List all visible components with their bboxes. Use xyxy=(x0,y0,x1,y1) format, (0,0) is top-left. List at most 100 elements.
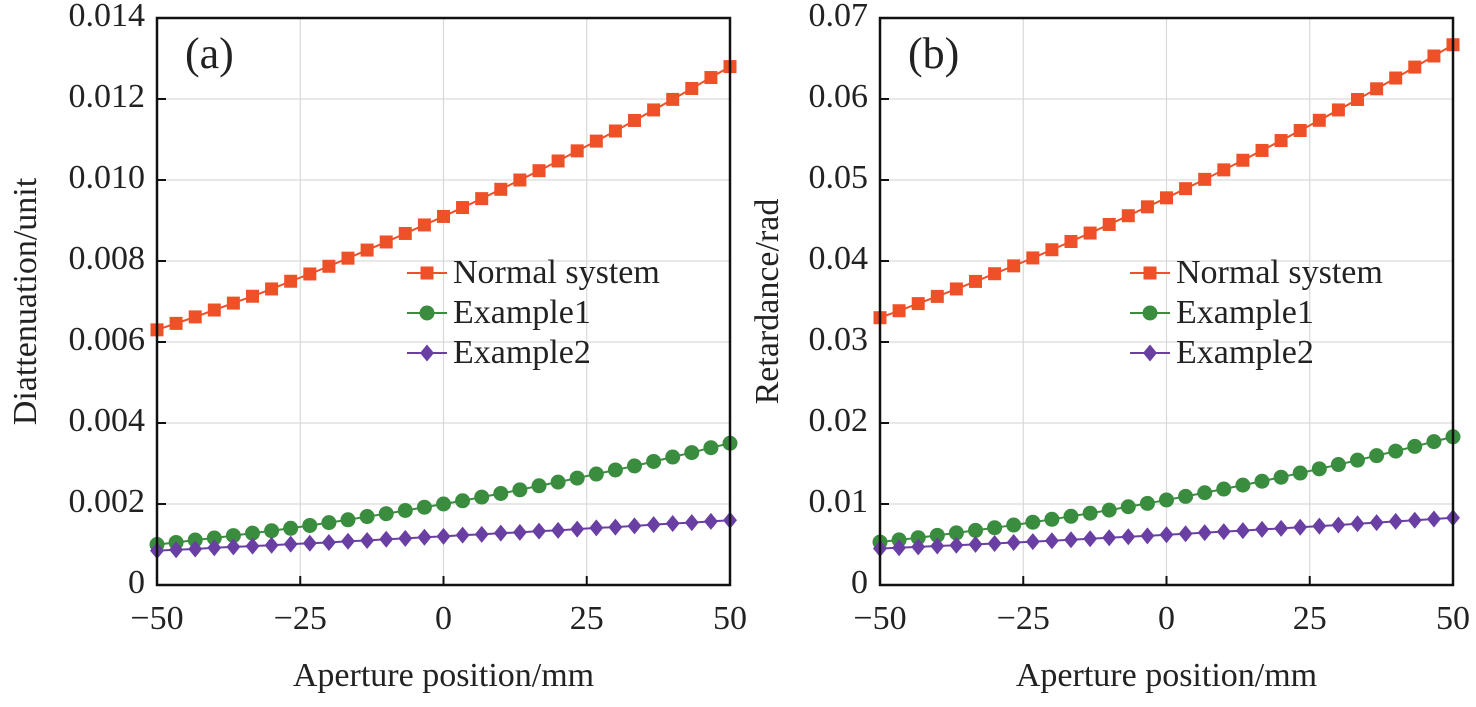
marker xyxy=(1142,305,1158,321)
marker xyxy=(419,305,435,321)
x-axis-label: Aperture position/mm xyxy=(293,657,594,694)
chart-panel: −50 −25 0 25 50 0 0.002 0.004 0.006 0.008 0.010 0.0… xyxy=(7,0,747,694)
x-tick-label: 25 xyxy=(570,600,604,637)
marker xyxy=(1254,473,1270,489)
marker xyxy=(1293,518,1308,536)
marker xyxy=(1178,525,1193,543)
marker xyxy=(1143,344,1157,362)
marker xyxy=(379,235,393,249)
marker xyxy=(1388,443,1404,459)
marker xyxy=(1198,172,1212,186)
marker xyxy=(455,493,471,509)
marker xyxy=(570,144,584,158)
marker xyxy=(322,259,336,273)
y-tick-label: 0.006 xyxy=(69,321,146,358)
y-tick-label: 0.05 xyxy=(809,159,869,196)
marker xyxy=(930,537,945,555)
marker xyxy=(1197,485,1213,501)
y-tick-label: 0.014 xyxy=(69,0,146,34)
marker xyxy=(1121,528,1136,546)
marker xyxy=(494,182,508,196)
panel-label: (a) xyxy=(185,29,234,78)
marker xyxy=(264,523,280,539)
y-tick-label: 0.04 xyxy=(809,240,869,277)
marker xyxy=(949,536,964,554)
marker xyxy=(1044,511,1060,527)
marker xyxy=(1235,477,1251,493)
panel-label: (b) xyxy=(908,29,959,78)
plot-frame xyxy=(155,16,732,587)
marker xyxy=(1159,526,1174,544)
marker xyxy=(1350,515,1365,533)
marker xyxy=(665,514,680,532)
marker xyxy=(911,297,925,311)
marker xyxy=(1236,153,1250,167)
legend-text: Normal system xyxy=(1176,254,1383,291)
marker xyxy=(1216,523,1231,541)
marker xyxy=(1101,502,1117,518)
marker xyxy=(340,512,356,528)
marker xyxy=(1235,522,1250,540)
marker xyxy=(1330,457,1346,473)
marker xyxy=(437,209,450,223)
x-tick-label: −25 xyxy=(274,600,327,637)
marker xyxy=(607,462,623,478)
marker xyxy=(1217,163,1231,177)
marker xyxy=(340,532,355,550)
marker xyxy=(1063,508,1079,524)
marker xyxy=(1427,49,1441,63)
marker xyxy=(911,538,926,556)
marker xyxy=(474,525,489,543)
marker xyxy=(1349,452,1365,468)
marker xyxy=(360,243,374,257)
marker xyxy=(1370,82,1384,96)
marker xyxy=(246,289,260,303)
legend-text: Normal system xyxy=(453,254,660,291)
marker xyxy=(1006,517,1022,533)
marker xyxy=(1140,527,1155,545)
marker xyxy=(1273,469,1289,485)
marker xyxy=(1160,191,1173,205)
legend-text: Example1 xyxy=(453,294,591,331)
marker xyxy=(416,499,432,515)
y-tick-label: 0 xyxy=(128,564,145,601)
marker xyxy=(341,251,355,265)
marker xyxy=(589,519,604,537)
marker xyxy=(608,518,623,536)
marker xyxy=(456,201,470,215)
marker xyxy=(588,466,604,482)
marker xyxy=(1083,530,1098,548)
marker xyxy=(475,192,489,206)
marker xyxy=(1255,143,1269,157)
marker xyxy=(684,514,699,532)
marker xyxy=(1121,209,1135,223)
marker xyxy=(949,282,963,296)
marker xyxy=(188,540,203,558)
marker xyxy=(187,532,203,548)
marker xyxy=(1255,520,1270,538)
x-tick-label: 50 xyxy=(713,600,747,637)
marker xyxy=(685,81,699,95)
x-tick-label: 0 xyxy=(1158,600,1175,637)
marker xyxy=(264,536,279,554)
y-tick-label: 0.002 xyxy=(69,483,146,520)
marker xyxy=(1025,533,1040,551)
marker xyxy=(225,528,241,544)
marker xyxy=(1216,481,1232,497)
marker xyxy=(646,516,661,534)
marker xyxy=(1143,266,1157,280)
marker xyxy=(1293,124,1307,138)
marker xyxy=(627,113,641,127)
marker xyxy=(968,535,983,553)
marker xyxy=(359,509,375,525)
y-tick-label: 0.012 xyxy=(69,78,146,115)
marker xyxy=(420,266,434,280)
marker xyxy=(455,526,470,544)
marker xyxy=(892,539,907,557)
marker xyxy=(1120,499,1136,515)
marker xyxy=(627,517,642,535)
marker xyxy=(360,531,375,549)
marker xyxy=(321,515,337,531)
chart-panel: −50 −25 0 25 50 0 0.01 0.02 0.03 0.04 0.05 0.06 0.07… xyxy=(749,0,1470,694)
marker xyxy=(284,274,298,288)
